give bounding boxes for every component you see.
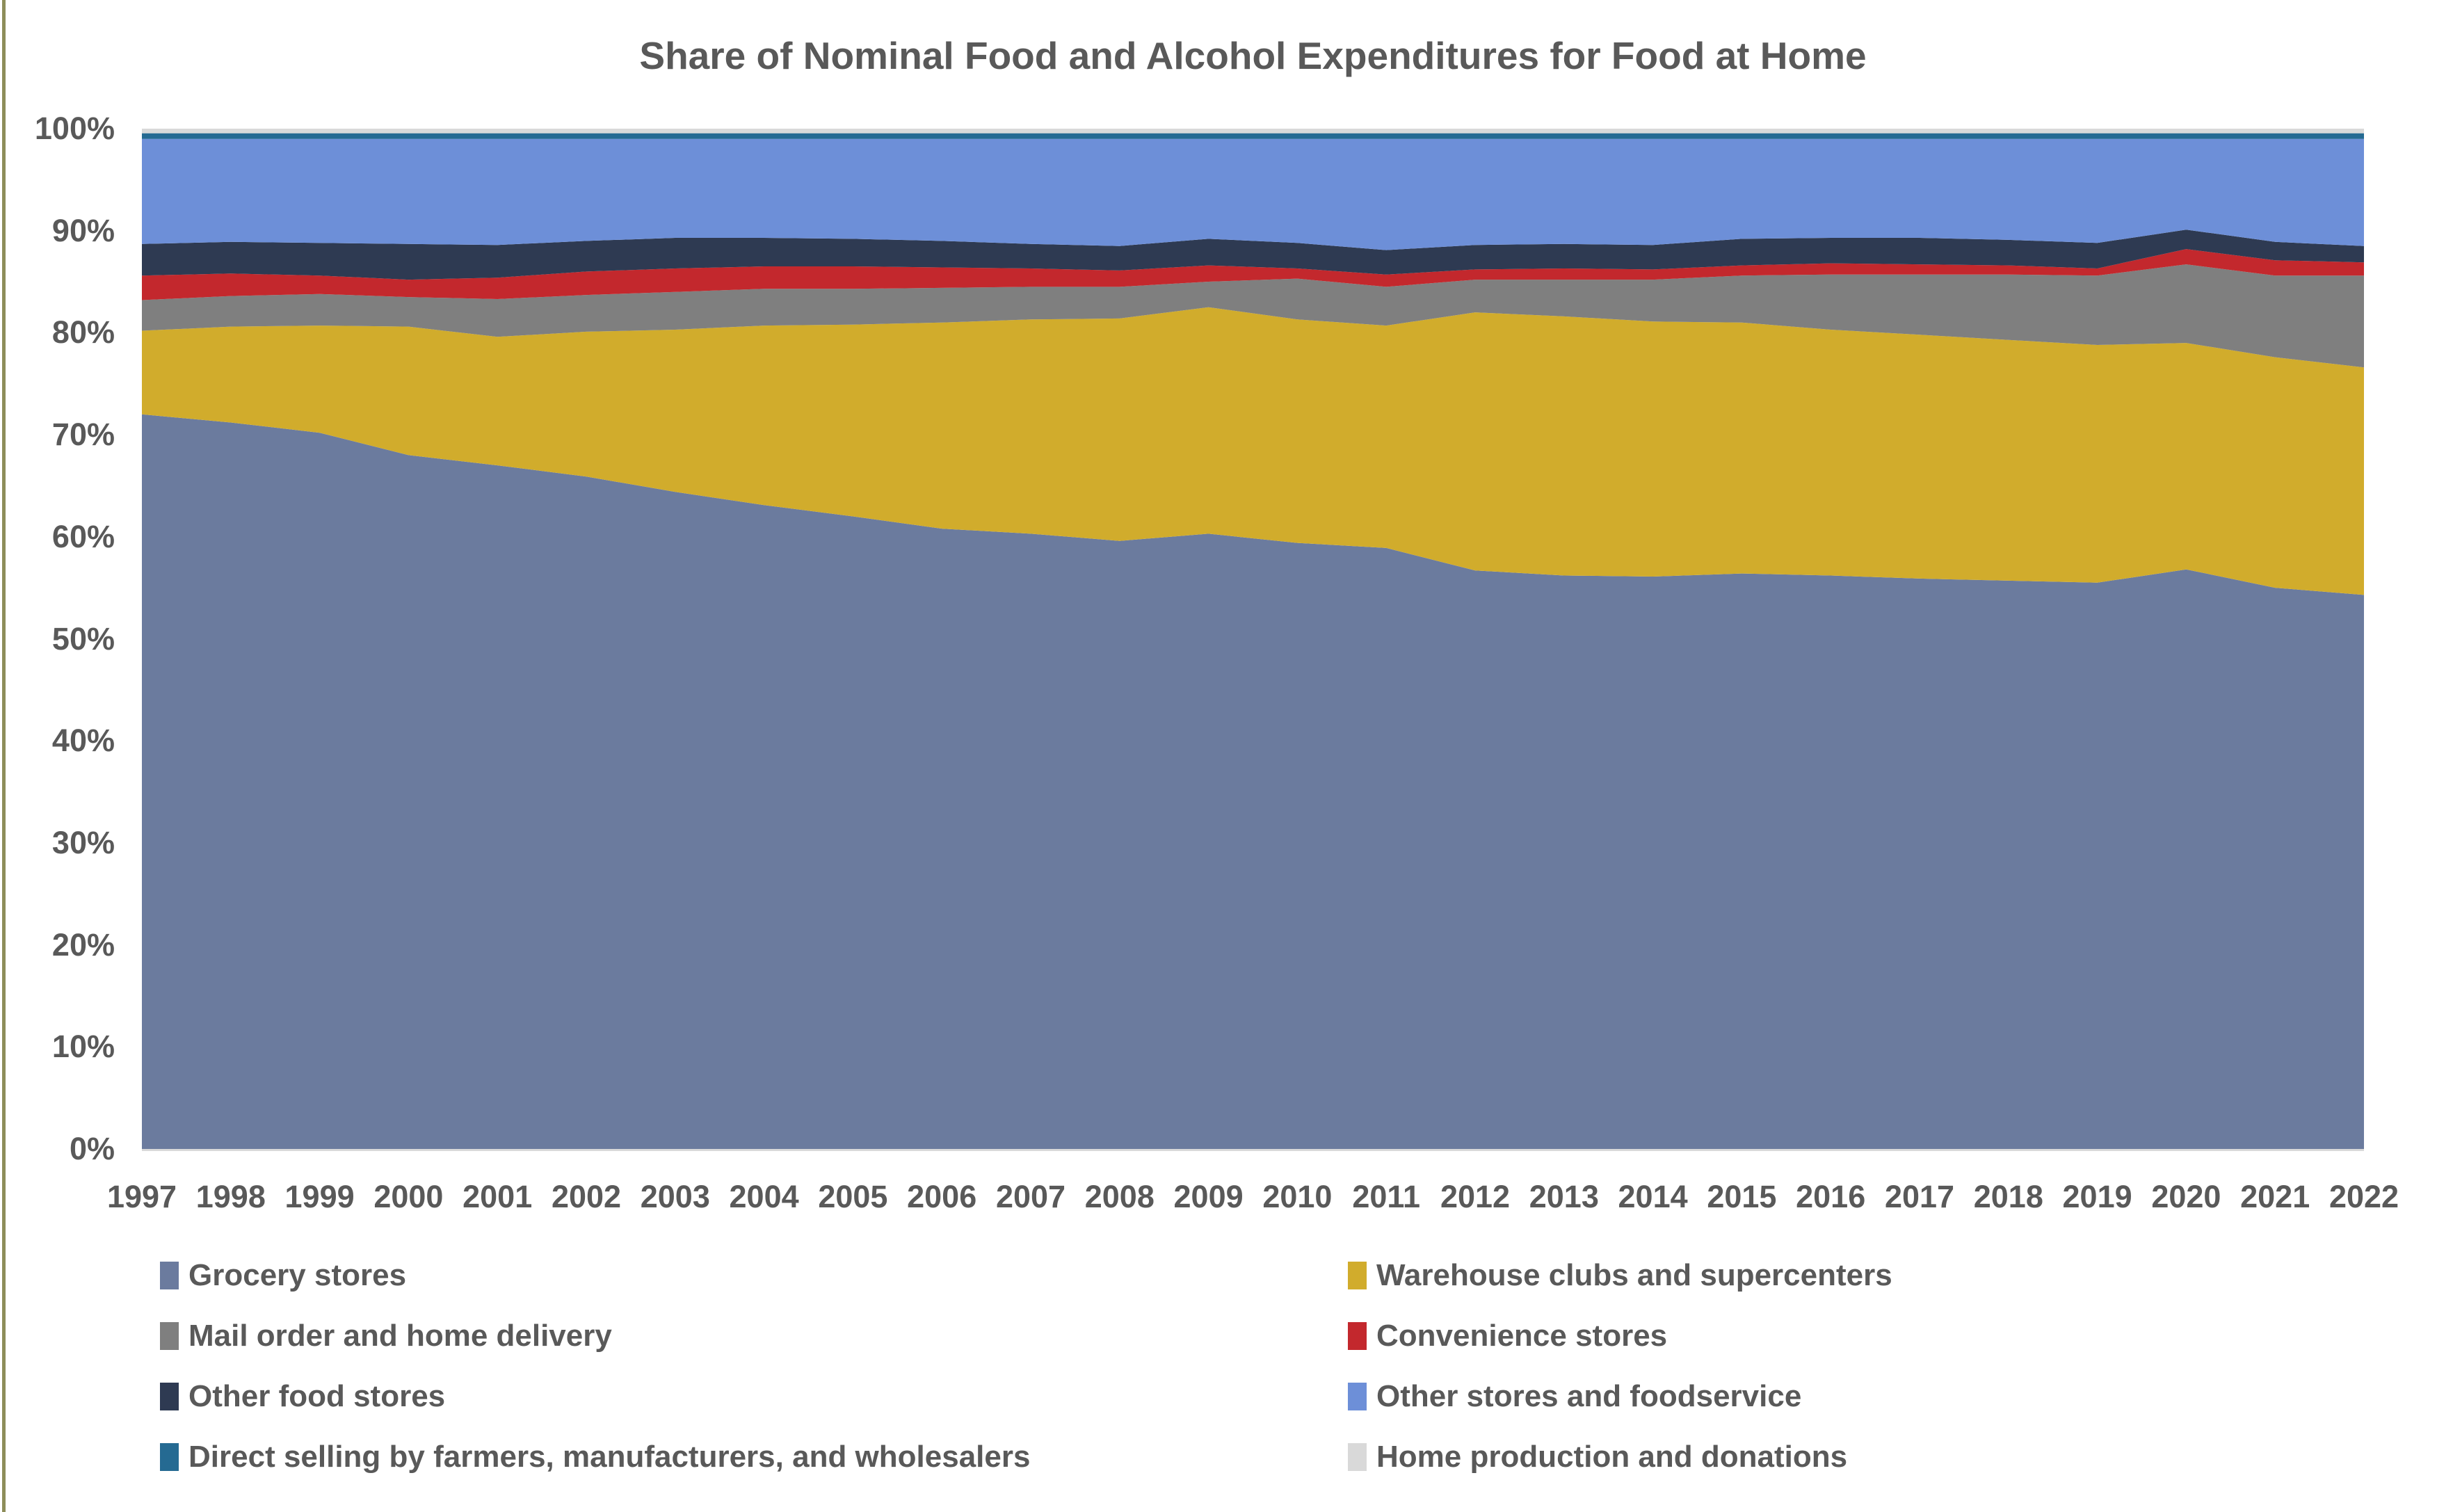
- x-tick-label-2017: 2017: [1884, 1179, 1955, 1214]
- x-tick-label-2000: 2000: [373, 1179, 444, 1214]
- legend-item-grocery-stores: Grocery stores: [160, 1256, 406, 1295]
- area-grocery-stores: [142, 414, 2364, 1149]
- x-axis-baseline: [142, 1149, 2364, 1151]
- page-left-border: [2, 0, 6, 1512]
- y-tick-label-40: 40%: [51, 723, 115, 759]
- x-tick-label-2016: 2016: [1796, 1179, 1866, 1214]
- legend-swatch-direct-selling-by-farmers-manufacturers-and-wholesalers: [160, 1443, 179, 1471]
- y-tick-label-70: 70%: [51, 417, 115, 453]
- legend-swatch-other-food-stores: [160, 1383, 179, 1410]
- y-tick-label-0: 0%: [69, 1131, 115, 1166]
- x-tick-label-1997: 1997: [106, 1179, 177, 1214]
- legend-label-grocery-stores: Grocery stores: [188, 1258, 407, 1292]
- legend-item-other-stores-and-foodservice: Other stores and foodservice: [1348, 1377, 1801, 1416]
- y-tick-label-60: 60%: [51, 518, 115, 554]
- legend-label-other-stores-and-foodservice: Other stores and foodservice: [1376, 1379, 1802, 1413]
- y-tick-label-10: 10%: [51, 1029, 115, 1065]
- legend-label-direct-selling-by-farmers-manufacturers-and-wholesalers: Direct selling by farmers, manufacturers…: [188, 1440, 1031, 1474]
- x-tick-label-2014: 2014: [1618, 1179, 1688, 1214]
- legend-item-mail-order-and-home-delivery: Mail order and home delivery: [160, 1317, 612, 1356]
- y-tick-label-50: 50%: [51, 620, 115, 657]
- chart-title: Share of Nominal Food and Alcohol Expend…: [639, 34, 1867, 77]
- area-home-production-and-donations: [142, 129, 2364, 134]
- legend-label-convenience-stores: Convenience stores: [1376, 1319, 1668, 1353]
- legend-swatch-grocery-stores: [160, 1262, 179, 1289]
- x-tick-label-1998: 1998: [195, 1179, 266, 1214]
- y-tick-label-20: 20%: [51, 926, 115, 963]
- area-warehouse-clubs-and-supercenters: [142, 307, 2364, 595]
- x-tick-label-2001: 2001: [463, 1179, 533, 1214]
- x-tick-label-2019: 2019: [2062, 1179, 2132, 1214]
- legend-label-warehouse-clubs-and-supercenters: Warehouse clubs and supercenters: [1376, 1258, 1892, 1292]
- x-tick-label-2010: 2010: [1262, 1179, 1333, 1214]
- x-tick-label-2003: 2003: [640, 1179, 710, 1214]
- x-tick-label-2018: 2018: [1973, 1179, 2043, 1214]
- legend-swatch-home-production-and-donations: [1348, 1443, 1367, 1471]
- area-other-stores-and-foodservice: [142, 138, 2364, 250]
- y-tick-label-100: 100%: [34, 111, 115, 146]
- area-convenience-stores: [142, 249, 2364, 300]
- legend-label-mail-order-and-home-delivery: Mail order and home delivery: [188, 1319, 612, 1353]
- legend-item-convenience-stores: Convenience stores: [1348, 1317, 1667, 1356]
- legend-item-warehouse-clubs-and-supercenters: Warehouse clubs and supercenters: [1348, 1256, 1892, 1295]
- area-other-food-stores: [142, 230, 2364, 280]
- x-tick-label-2022: 2022: [2329, 1179, 2399, 1214]
- y-tick-label-30: 30%: [51, 824, 115, 860]
- x-tick-label-2002: 2002: [551, 1179, 622, 1214]
- stacked-area-chart: [142, 129, 2364, 1149]
- x-tick-label-2013: 2013: [1529, 1179, 1599, 1214]
- legend-swatch-convenience-stores: [1348, 1322, 1367, 1350]
- legend-item-direct-selling-by-farmers-manufacturers-and-wholesalers: Direct selling by farmers, manufacturers…: [160, 1438, 1030, 1477]
- legend-label-other-food-stores: Other food stores: [188, 1379, 446, 1413]
- legend-swatch-other-stores-and-foodservice: [1348, 1383, 1367, 1410]
- x-tick-label-2005: 2005: [818, 1179, 888, 1214]
- x-tick-label-2021: 2021: [2240, 1179, 2310, 1214]
- area-direct-selling-by-farmers-manufacturers-and-wholesalers: [142, 133, 2364, 139]
- x-tick-label-2011: 2011: [1352, 1179, 1420, 1214]
- legend-item-other-food-stores: Other food stores: [160, 1377, 445, 1416]
- legend-swatch-mail-order-and-home-delivery: [160, 1322, 179, 1350]
- legend-swatch-warehouse-clubs-and-supercenters: [1348, 1262, 1367, 1289]
- legend-label-home-production-and-donations: Home production and donations: [1376, 1440, 1848, 1474]
- x-tick-label-2006: 2006: [907, 1179, 977, 1214]
- legend-item-home-production-and-donations: Home production and donations: [1348, 1438, 1847, 1477]
- y-tick-label-80: 80%: [51, 314, 115, 351]
- x-tick-label-2009: 2009: [1173, 1179, 1244, 1214]
- x-tick-label-1999: 1999: [284, 1179, 355, 1214]
- x-tick-label-2004: 2004: [729, 1179, 799, 1214]
- area-mail-order-and-home-delivery: [142, 264, 2364, 368]
- x-tick-label-2007: 2007: [995, 1179, 1066, 1214]
- x-tick-label-2012: 2012: [1440, 1179, 1511, 1214]
- x-tick-label-2020: 2020: [2151, 1179, 2221, 1214]
- y-tick-label-90: 90%: [51, 212, 115, 248]
- x-tick-label-2015: 2015: [1707, 1179, 1777, 1214]
- x-tick-label-2008: 2008: [1084, 1179, 1155, 1214]
